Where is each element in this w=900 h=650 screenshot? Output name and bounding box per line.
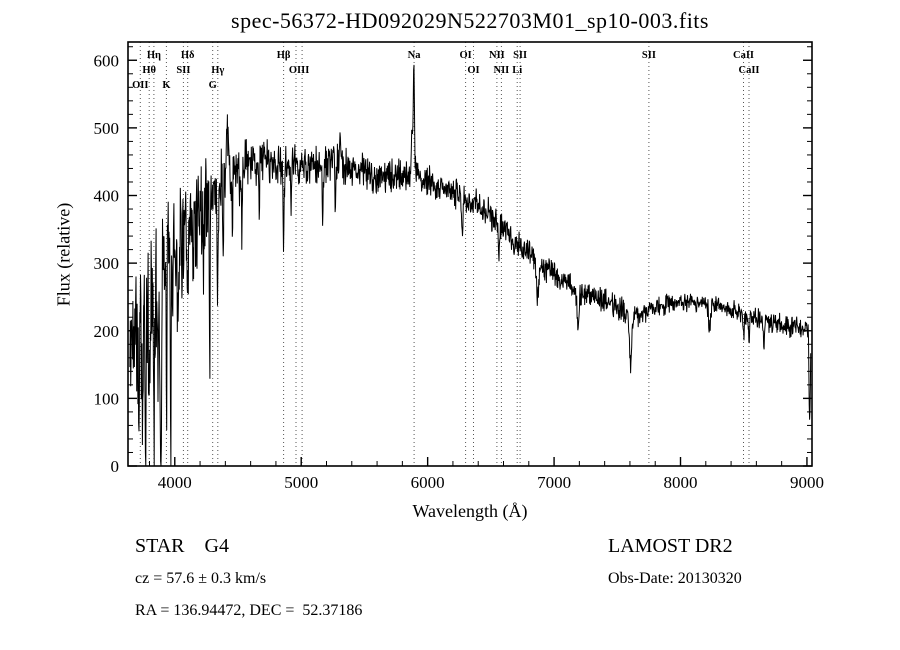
x-tick-label: 9000 xyxy=(790,473,824,492)
marker-label: SII xyxy=(513,50,527,61)
y-tick-label: 100 xyxy=(94,389,120,408)
marker-label: Hδ xyxy=(181,50,195,61)
plot-frame xyxy=(127,41,813,467)
marker-label: Hη xyxy=(147,50,161,61)
axes: 4000 5000 6000 7000 8000 9000 0 100 200 300 400 500… xyxy=(94,41,824,492)
marker-label: CaII xyxy=(738,65,759,76)
y-tick-label: 200 xyxy=(94,322,120,341)
y-tick-label: 400 xyxy=(94,187,120,206)
x-tick-label: 5000 xyxy=(284,473,318,492)
marker-label: OIII xyxy=(289,65,309,76)
y-tick-label: 0 xyxy=(111,457,120,476)
x-tick-label: 4000 xyxy=(158,473,192,492)
marker-label: SII xyxy=(176,65,190,76)
marker-label: OI xyxy=(459,50,471,61)
marker-label: Hθ xyxy=(142,65,156,76)
coords-text: RA = 136.94472, DEC = 52.37186 xyxy=(135,602,363,619)
y-tick-label: 600 xyxy=(94,51,120,70)
y-axis-label: Flux (relative) xyxy=(53,202,74,307)
spectrum-trace xyxy=(129,64,812,467)
marker-label: Na xyxy=(408,50,422,61)
marker-label: CaII xyxy=(733,50,754,61)
x-tick-label: 6000 xyxy=(411,473,445,492)
y-tick-label: 300 xyxy=(94,254,120,273)
x-tick-label: 7000 xyxy=(537,473,571,492)
marker-label: Hγ xyxy=(211,65,224,76)
marker-label: Li xyxy=(512,65,522,76)
cz-text: cz = 57.6 ± 0.3 km/s xyxy=(135,570,267,587)
marker-label: SII xyxy=(642,50,656,61)
marker-label: OI xyxy=(467,65,479,76)
classification-text: STAR G4 xyxy=(135,535,229,557)
marker-label: OII xyxy=(132,80,148,91)
marker-label: Hβ xyxy=(277,50,291,61)
plot-title: spec-56372-HD092029N522703M01_sp10-003.f… xyxy=(231,8,709,33)
marker-label: K xyxy=(162,80,171,91)
marker-label: NII xyxy=(494,65,510,76)
marker-label: NII xyxy=(489,50,505,61)
y-tick-label: 500 xyxy=(94,119,120,138)
x-tick-label: 8000 xyxy=(664,473,698,492)
obs-date-text: Obs-Date: 20130320 xyxy=(608,570,742,587)
marker-label: G xyxy=(209,80,217,91)
x-axis-label: Wavelength (Å) xyxy=(412,501,528,521)
survey-text: LAMOST DR2 xyxy=(608,535,733,557)
